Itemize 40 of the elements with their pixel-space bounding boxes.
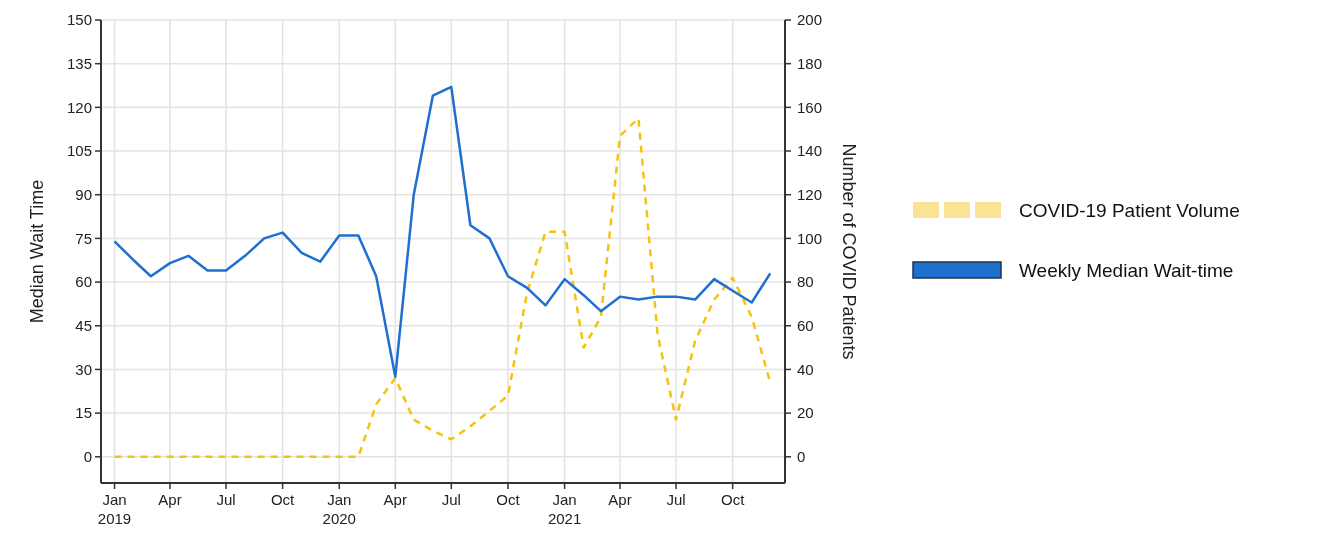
- line-series: [113, 85, 772, 378]
- x-tick-label: Jul: [441, 491, 461, 508]
- y-tick-label: 60: [75, 273, 92, 291]
- x-tick-label: Jan 2021: [547, 491, 582, 527]
- x-tick-label: Apr: [608, 491, 632, 508]
- y-tick-label: 75: [75, 229, 92, 247]
- y2-tick-label: 20: [797, 404, 814, 422]
- x-tick-label: Oct: [496, 491, 521, 508]
- y2-tick-label: 60: [797, 317, 814, 334]
- y2-tick-label: 0: [797, 448, 806, 466]
- x-tick-label: Jan 2019: [97, 491, 132, 527]
- x-tick-label: Oct: [270, 491, 296, 508]
- x-tick-label: Jul: [216, 491, 236, 508]
- y2-tick-label: 80: [797, 273, 814, 291]
- y-tick-label: 150: [66, 11, 92, 29]
- y-tick-label: 105: [66, 142, 92, 160]
- y2-tick-label: 120: [797, 185, 823, 203]
- y-axis-title: Median Wait Time: [27, 179, 47, 324]
- x-tick-label: Oct: [721, 491, 746, 508]
- y-tick-label: 45: [75, 317, 92, 334]
- y-tick-label: 15: [75, 404, 92, 422]
- legend-label: Weekly Median Wait-time: [1019, 259, 1234, 281]
- y2-tick-label: 100: [797, 229, 823, 247]
- y2-axis-title: Number of COVID Patients: [839, 143, 859, 360]
- y2-tick-label: 40: [797, 360, 814, 378]
- x-tick-label: Apr: [158, 491, 182, 508]
- y2-tick-label: 160: [797, 98, 823, 116]
- x-tick-label: Jan 2020: [322, 491, 356, 527]
- y2-tick-label: 180: [797, 54, 823, 72]
- x-tick-label: Jul: [666, 491, 686, 508]
- y-tick-label: 30: [75, 360, 92, 378]
- y2-tick-label: 140: [797, 142, 823, 160]
- y-tick-label: 120: [66, 98, 92, 116]
- y-tick-label: 0: [83, 448, 92, 466]
- legend-label: COVID-19 Patient Volume: [1019, 199, 1240, 221]
- y-tick-label: 135: [66, 54, 92, 72]
- x-tick-label: Apr: [383, 491, 407, 508]
- line-series: [113, 117, 772, 459]
- y-tick-label: 90: [75, 185, 92, 203]
- y2-tick-label: 200: [797, 11, 823, 29]
